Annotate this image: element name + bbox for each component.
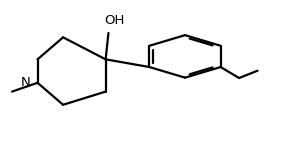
Text: OH: OH bbox=[104, 14, 124, 27]
Text: N: N bbox=[21, 76, 30, 89]
